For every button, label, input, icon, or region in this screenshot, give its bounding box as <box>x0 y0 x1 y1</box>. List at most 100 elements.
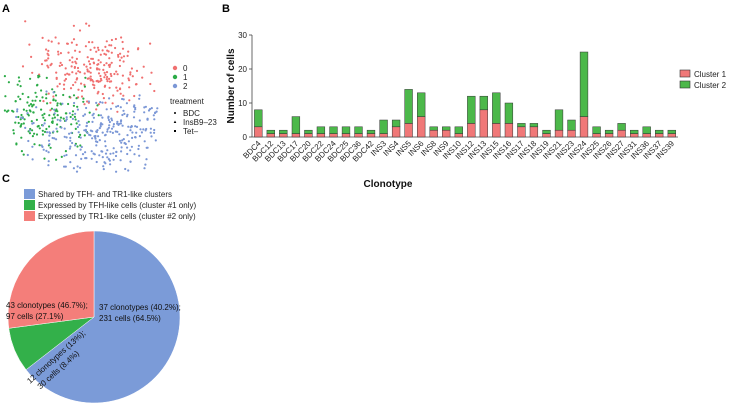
bar-INS25-cluster1 <box>592 133 601 138</box>
scatter-point-cluster-0 <box>78 29 82 32</box>
scatter-point-cluster-0 <box>127 50 130 53</box>
scatter-point-cluster-1 <box>38 144 41 147</box>
scatter-point-cluster-0 <box>121 40 124 44</box>
scatter-point-cluster-0 <box>106 75 109 79</box>
scatter-point-cluster-0 <box>74 81 77 84</box>
scatter-point-cluster-0 <box>89 71 92 74</box>
bar-BDC24-cluster1 <box>329 133 338 138</box>
bar-INS12-cluster1 <box>467 123 476 138</box>
bar-BDC42-cluster2 <box>366 129 376 134</box>
scatter-point-cluster-0 <box>91 57 94 61</box>
scatter-point-cluster-2 <box>108 124 111 127</box>
bar-INS10-cluster1 <box>454 133 463 138</box>
legend-label-2: 2 <box>183 82 188 91</box>
scatter-point-cluster-0 <box>150 71 153 74</box>
scatter-point-cluster-1 <box>34 99 37 102</box>
scatter-point-cluster-2 <box>118 133 121 136</box>
scatter-point-cluster-2 <box>102 165 105 168</box>
bar-BDC42-cluster1 <box>366 133 376 138</box>
scatter-point-cluster-1 <box>45 76 48 79</box>
scatter-point-cluster-2 <box>96 129 99 132</box>
bar-INS23-cluster2 <box>567 119 576 131</box>
scatter-point-cluster-1 <box>43 130 47 133</box>
scatter-point-cluster-0 <box>80 89 84 92</box>
scatter-point-cluster-2 <box>143 167 146 170</box>
scatter-point-cluster-2 <box>104 145 107 148</box>
scatter-point-cluster-2 <box>87 100 90 103</box>
scatter-point-cluster-0 <box>47 57 50 60</box>
scatter-point-cluster-0 <box>80 82 83 85</box>
scatter-point-cluster-0 <box>79 71 82 74</box>
bar-BDC17-cluster1 <box>291 133 301 138</box>
scatter-point-cluster-0 <box>47 49 50 53</box>
scatter-point-cluster-1 <box>54 99 57 102</box>
scatter-point-cluster-2 <box>112 123 115 126</box>
scatter-point-cluster-0 <box>47 54 50 57</box>
scatter-point-cluster-2 <box>121 97 124 101</box>
scatter-point-cluster-1 <box>51 117 54 120</box>
scatter-point-cluster-0 <box>95 108 98 111</box>
scatter-point-cluster-2 <box>85 106 88 110</box>
scatter-point-cluster-1 <box>33 132 36 135</box>
scatter-point-cluster-2 <box>106 156 109 159</box>
scatter-point-cluster-0 <box>49 101 52 104</box>
y-tick-label: 0 <box>243 133 248 142</box>
scatter-point-cluster-2 <box>124 167 127 171</box>
bar-INS15-cluster2 <box>492 92 501 124</box>
scatter-point-cluster-0 <box>47 66 50 69</box>
scatter-point-cluster-1 <box>20 113 23 117</box>
scatter-point-cluster-2 <box>101 116 104 119</box>
scatter-point-cluster-0 <box>91 83 95 86</box>
scatter-point-cluster-0 <box>68 59 71 62</box>
scatter-point-cluster-2 <box>119 106 122 109</box>
bar-BDC12-cluster2 <box>266 129 275 134</box>
scatter-point-cluster-0 <box>60 63 64 67</box>
scatter-point-cluster-2 <box>118 139 122 142</box>
y-tick-label: 30 <box>238 31 247 40</box>
pie-chart <box>7 230 181 404</box>
scatter-point-cluster-2 <box>137 147 140 151</box>
scatter-point-cluster-1 <box>56 102 59 105</box>
legend-swatch-cluster2 <box>679 80 691 89</box>
scatter-point-cluster-2 <box>47 164 50 167</box>
scatter-point-cluster-1 <box>26 101 29 104</box>
scatter-point-cluster-2 <box>106 128 109 131</box>
scatter-point-cluster-2 <box>138 119 141 122</box>
scatter-point-cluster-1 <box>71 113 74 116</box>
scatter-point-cluster-2 <box>131 131 134 134</box>
bar-INS37-cluster1 <box>655 133 664 138</box>
scatter-point-cluster-0 <box>108 86 111 89</box>
scatter-point-cluster-1 <box>17 95 20 98</box>
scatter-point-cluster-1 <box>75 122 78 125</box>
scatter-point-cluster-1 <box>64 112 67 115</box>
scatter-point-cluster-1 <box>60 155 63 158</box>
scatter-point-cluster-1 <box>79 133 82 136</box>
scatter-point-cluster-1 <box>33 143 36 146</box>
scatter-point-cluster-1 <box>21 92 24 95</box>
scatter-point-cluster-0 <box>85 22 88 25</box>
bar-INS17-cluster1 <box>517 126 526 138</box>
scatter-point-cluster-1 <box>71 110 75 113</box>
scatter-point-cluster-1 <box>40 89 43 92</box>
bar-INS16-cluster1 <box>504 123 514 138</box>
scatter-point-cluster-0 <box>97 48 100 52</box>
scatter-point-cluster-0 <box>114 46 117 50</box>
scatter-point-cluster-0 <box>66 72 69 75</box>
scatter-point-cluster-2 <box>48 143 51 146</box>
scatter-point-cluster-2 <box>153 131 156 134</box>
scatter-point-cluster-0 <box>86 100 89 103</box>
scatter-point-cluster-0 <box>128 86 131 89</box>
scatter-point-cluster-1 <box>68 95 71 98</box>
scatter-point-cluster-2 <box>108 120 111 124</box>
scatter-point-cluster-0 <box>103 76 106 79</box>
tsne-scatter <box>3 20 159 173</box>
bar-INS17-cluster2 <box>517 123 526 128</box>
scatter-point-cluster-2 <box>69 139 72 142</box>
scatter-point-cluster-2 <box>68 147 71 150</box>
scatter-point-cluster-2 <box>130 125 133 128</box>
scatter-legend: 0 1 2 treatment BDC InsB9–23 Tet– <box>170 64 217 136</box>
scatter-point-cluster-0 <box>110 80 113 83</box>
scatter-point-cluster-2 <box>95 144 98 147</box>
scatter-point-cluster-2 <box>95 160 98 164</box>
